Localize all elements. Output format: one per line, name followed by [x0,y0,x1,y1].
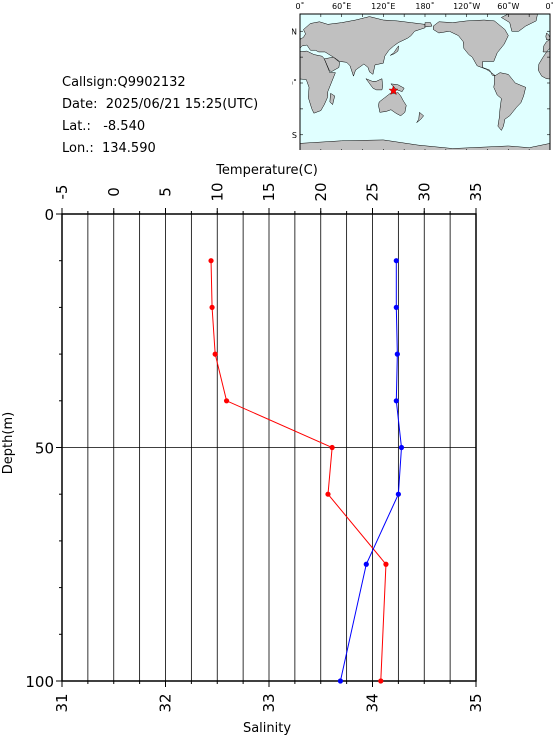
map-longitude-label: 60˚W [497,1,519,11]
salinity-point [395,491,401,497]
float-location-marker [388,85,399,96]
land-japan [390,45,399,56]
temperature-point [325,491,331,497]
land-north-america [433,19,509,77]
date-label: Date: 2025/06/21 15:25(UTC) [62,97,259,112]
temperature-tick-label: 35 [467,182,485,201]
temperature-point [329,444,335,451]
land-new-zealand [416,111,424,123]
land-south-america [493,72,526,131]
salinity-tick-label: 33 [260,693,278,712]
map-latitude-label: 60˚S [292,130,297,140]
land-arabia [323,56,340,73]
depth-tick-label: 100 [25,673,54,691]
map-latitude-label: 0˚ [292,78,297,88]
temperature-tick-label: 30 [415,182,433,201]
land-africa [537,51,550,80]
temperature-tick-label: -5 [53,185,71,200]
land-borneo-sumatra [365,78,383,91]
salinity-point [393,398,399,404]
longitude-label: Lon.: 134.590 [62,141,156,156]
land-madagascar [329,92,336,106]
temperature-point [378,678,384,684]
callsign-label: Callsign:Q9902132 [62,75,186,90]
map-latitude-label: 60˚N [292,26,297,36]
temperature-point [208,258,214,264]
temperature-point [209,304,215,310]
temperature-tick-label: 25 [364,182,382,201]
map-longitude-label: 120˚E [371,1,395,11]
salinity-point [337,678,344,684]
temperature-tick-label: 15 [260,182,278,201]
map-longitude-label: 180˚ [415,1,434,11]
depth-tick-label: 0 [44,206,54,224]
temperature-point [383,561,389,567]
latitude-label: Lat.: -8.540 [62,119,146,134]
temperature-point [212,351,218,357]
temperature-tick-label: 0 [105,187,123,197]
map-frame [299,13,551,150]
depth-tick-label: 50 [35,440,54,458]
grid [62,214,476,681]
salinity-point [394,351,400,357]
land-uk [545,32,550,41]
map-longitude-label: 60˚E [332,1,351,11]
float-info: Callsign:Q9902132 Date: 2025/06/21 15:25… [62,72,258,160]
temperature-point [223,398,230,404]
map-longitude-label: 0˚ [545,1,553,11]
map-land [300,14,550,150]
salinity-line [339,260,402,682]
temperature-tick-label: 10 [208,182,226,201]
salinity-tick-label: 31 [53,693,71,712]
salinity-tick-label: 34 [364,693,382,712]
salinity-axis-title: Salinity [243,721,291,736]
salinity-point [393,258,399,264]
salinity-tick-label: 35 [467,693,485,712]
land-chukotka [424,22,433,28]
land-europe-asia [300,16,426,77]
temperature-tick-label: 5 [157,187,175,197]
depth-axis-title: Depth(m) [1,412,16,474]
location-map: 0˚ 60˚E 120˚E 180˚ 120˚W 60˚W 0˚ 60˚N 0˚ 60˚S [292,1,553,150]
map-longitude-label: 120˚W [453,1,480,11]
temperature-tick-label: 20 [312,182,330,201]
salinity-point [398,444,405,451]
temperature-axis-title: Temperature(C) [215,163,318,178]
salinity-point [363,561,369,567]
land-africa [300,50,336,114]
salinity-tick-label: 32 [157,693,175,712]
salinity-point [393,304,399,310]
land-europe-asia [542,39,550,53]
map-longitude-label: 0˚ [295,1,304,11]
land-antarctica-edge [300,139,550,150]
temperature-line [210,260,387,682]
land-greenland [500,14,538,32]
